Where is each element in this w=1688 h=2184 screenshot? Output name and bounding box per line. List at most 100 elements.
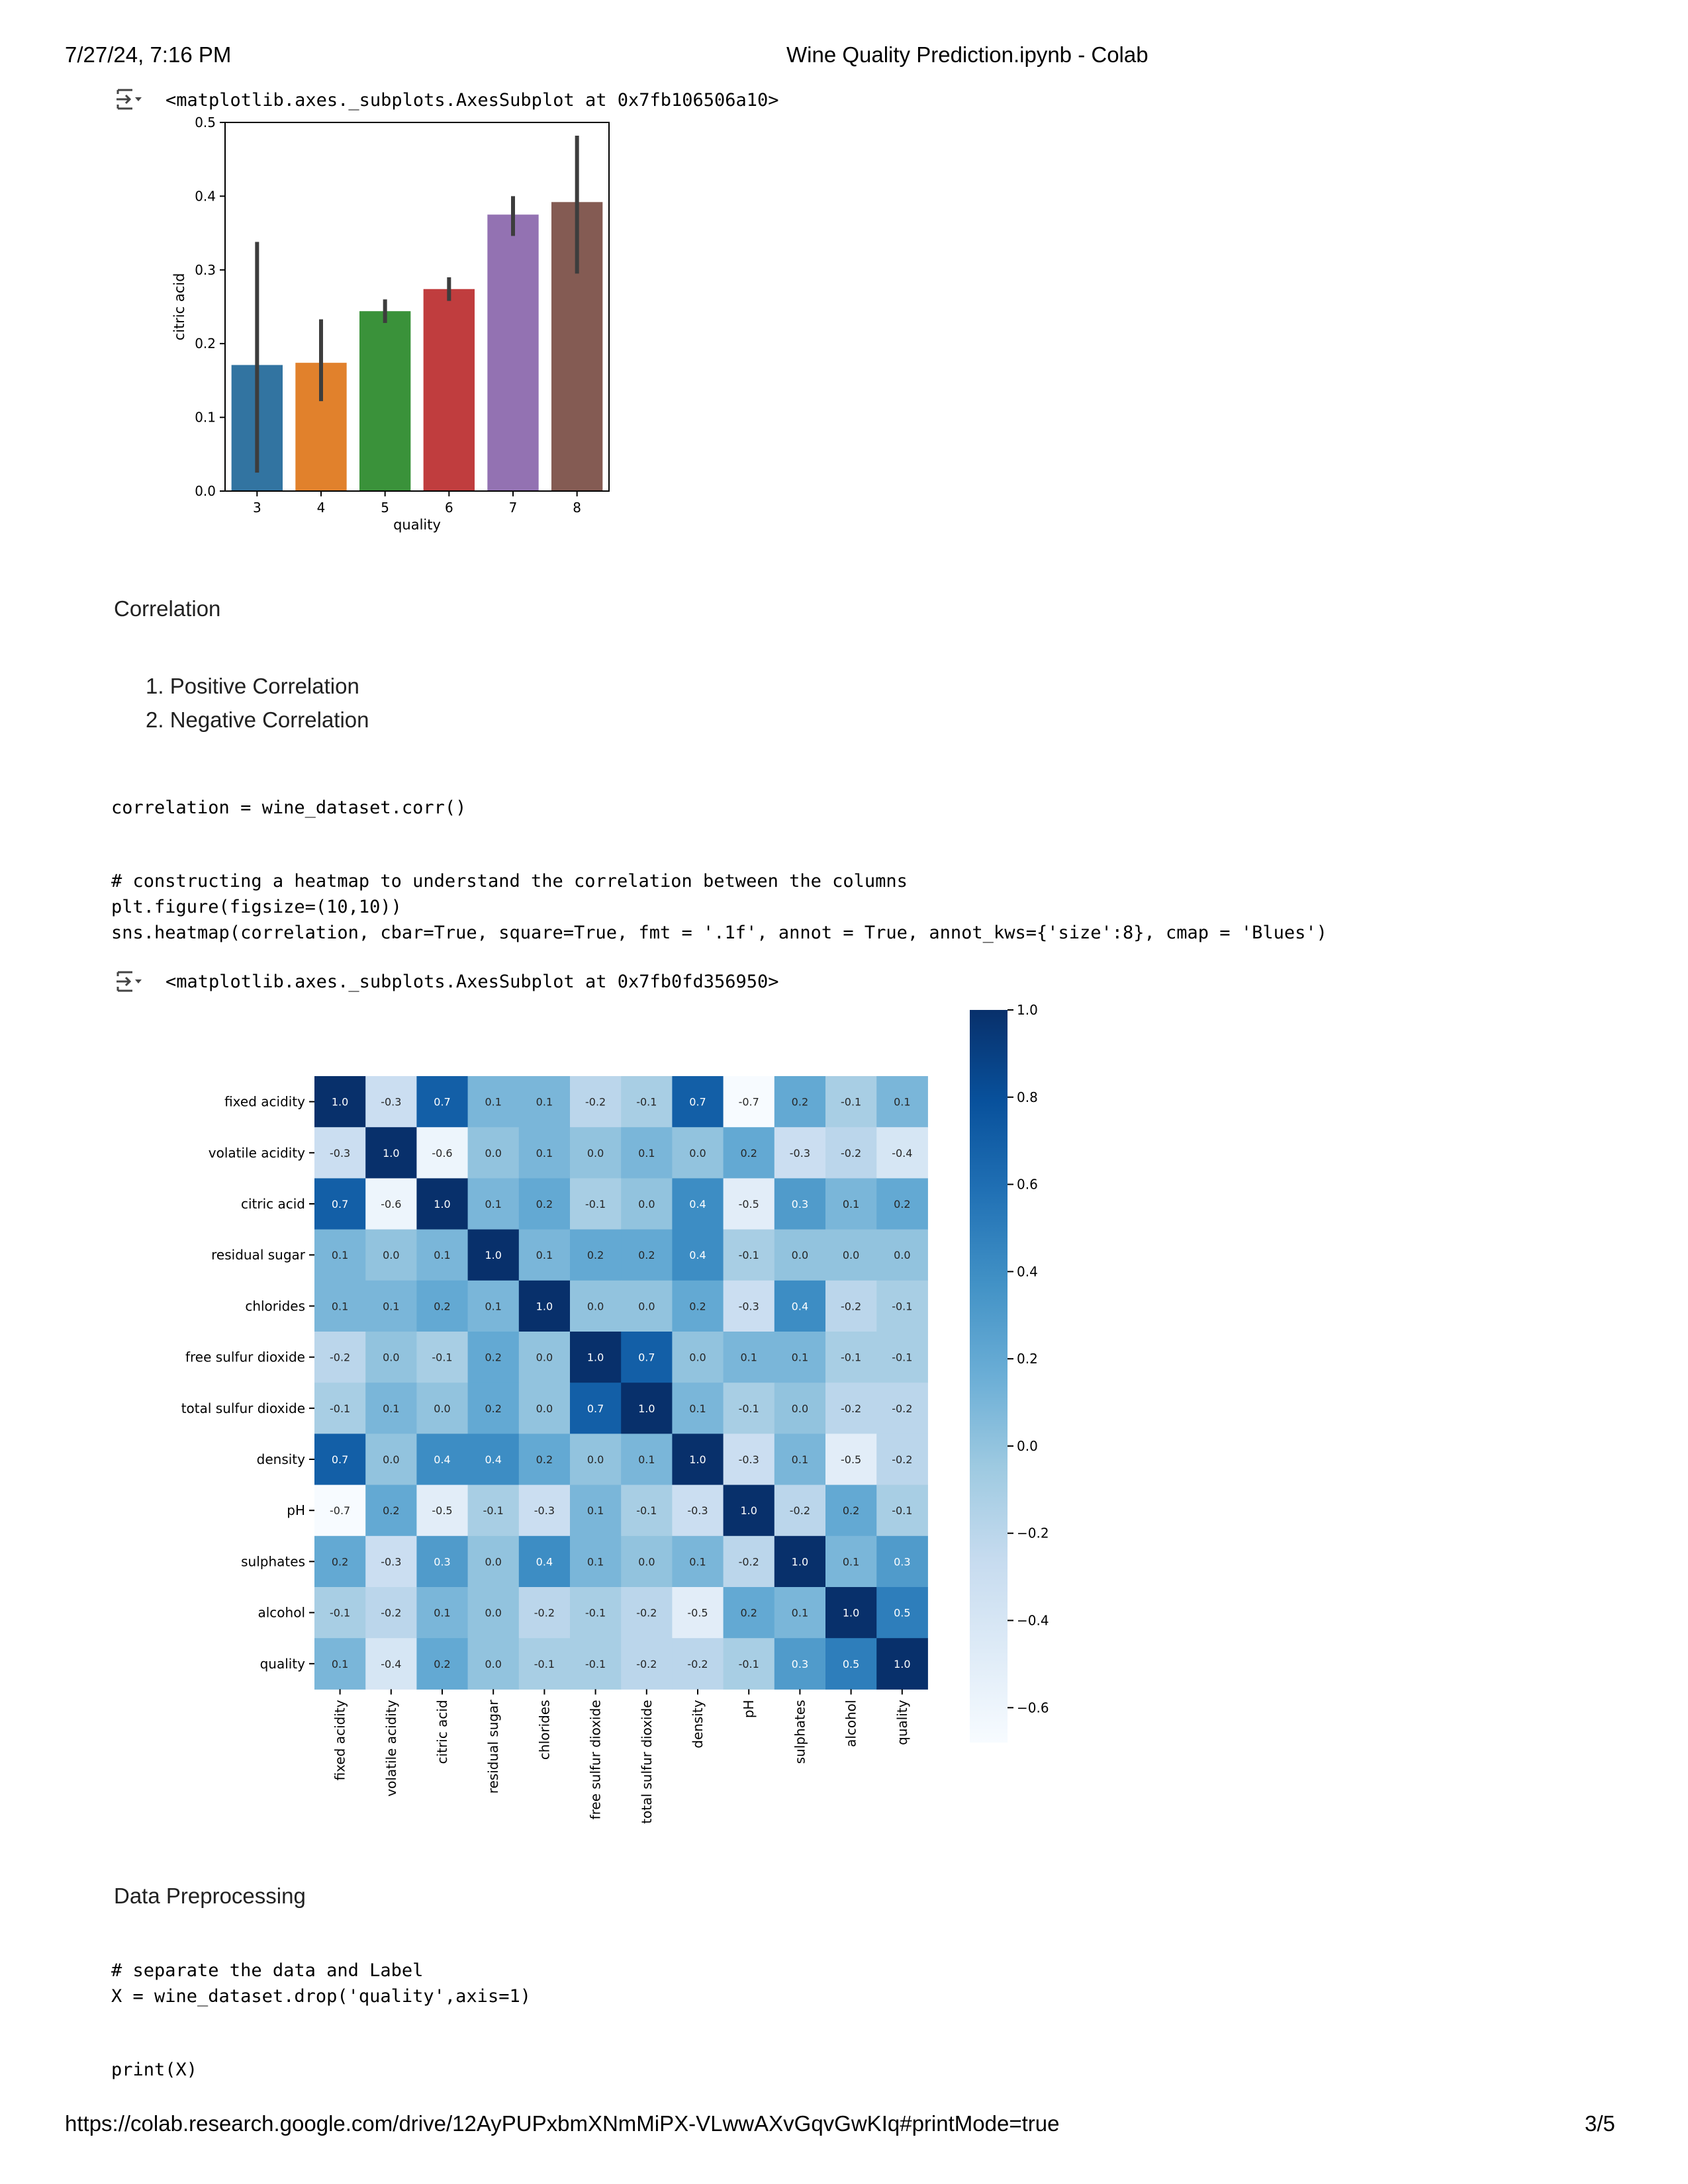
heatmap-cell [621,1638,673,1690]
heatmap-cell [467,1535,520,1588]
heatmap-cell-label: 0.7 [587,1402,604,1415]
heatmap-cell [518,1638,571,1690]
colorbar-tick-label: −0.4 [1017,1613,1049,1629]
heatmap-cell [570,1383,622,1434]
heatmap-cell-label: -0.1 [739,1249,759,1261]
heatmap-cell [365,1332,417,1383]
heatmap-cell [416,1076,469,1128]
code-line: sns.heatmap(correlation, cbar=True, squa… [111,923,1327,943]
heatmap-cell [621,1484,673,1537]
output-toggle-icon[interactable] [115,968,144,995]
code-line: # separate the data and Label [111,1960,424,1981]
heatmap-cell-label: 0.2 [434,1658,450,1670]
output-repr: <matplotlib.axes._subplots.AxesSubplot a… [165,972,779,992]
heatmap-cell-label: 0.3 [434,1555,450,1568]
heatmap-cell [570,1484,622,1537]
heatmap-cell [672,1332,724,1383]
heatmap-cell-label: 0.0 [485,1555,501,1568]
heatmap-cell-label: 0.4 [792,1300,808,1312]
code-cell-correlation[interactable]: correlation = wine_dataset.corr() [111,797,467,818]
output-toggle-icon[interactable] [115,86,144,113]
heatmap-cell [723,1178,775,1230]
heatmap-cell-label: 0.1 [843,1555,859,1568]
x-tick-label: 5 [381,500,389,516]
col-label: free sulfur dioxide [588,1700,604,1819]
heatmap-cell-label: 0.2 [587,1249,604,1261]
col-label: sulphates [792,1700,808,1764]
heatmap-cell-label: 0.0 [638,1300,655,1312]
heatmap-cell-label: -0.1 [330,1402,350,1415]
bar-5 [359,311,411,491]
heatmap-cell [621,1280,673,1332]
heatmap-cell [876,1535,928,1588]
heatmap-cell [518,1484,571,1537]
heatmap-cell-label: 1.0 [332,1096,348,1109]
heatmap-cell [416,1229,469,1281]
heatmap-cell [416,1383,469,1434]
heatmap-cell-label: -0.2 [739,1555,759,1568]
heatmap-cell-label: -0.5 [687,1607,708,1619]
heatmap-cell-label: 1.0 [638,1402,655,1415]
heatmap-cell [825,1587,877,1639]
heatmap-cell-label: -0.2 [636,1607,657,1619]
heatmap-cell [314,1280,366,1332]
heatmap-cell [467,1433,520,1486]
code-cell-print[interactable]: print(X) [111,2060,198,2080]
heatmap-cell [672,1484,724,1537]
heatmap-cell-label: -0.2 [841,1147,861,1160]
x-tick-label: 8 [573,500,581,516]
y-tick-label: 0.5 [195,116,216,130]
row-label: fixed acidity [224,1094,305,1110]
heatmap-cell-label: 0.7 [332,1198,348,1210]
heatmap-cell [518,1587,571,1639]
heatmap-cell-label: 0.2 [792,1096,808,1109]
heatmap-cell [570,1280,622,1332]
heatmap-cell-label: 0.1 [740,1351,757,1364]
heatmap-cell-label: -0.1 [585,1658,606,1670]
heatmap-cell [774,1332,826,1383]
heatmap-cell [723,1535,775,1588]
heatmap-cell-label: -0.3 [534,1504,555,1517]
heatmap-cell-label: 0.1 [332,1300,348,1312]
heatmap-cell [825,1638,877,1690]
heatmap-cell [621,1178,673,1230]
row-label: residual sugar [211,1247,306,1263]
heatmap-cell-label: -0.3 [381,1096,401,1109]
heatmap-cell-label: 0.1 [485,1300,501,1312]
heatmap-cell [467,1383,520,1434]
heatmap-cell [365,1229,417,1281]
heatmap-cell-label: 1.0 [485,1249,501,1261]
heatmap-cell [672,1178,724,1230]
code-cell-heatmap[interactable]: # constructing a heatmap to understand t… [111,868,1327,946]
heatmap-cell-label: 0.1 [332,1658,348,1670]
heatmap-cell-label: 0.0 [536,1402,553,1415]
code-cell-separate-data[interactable]: # separate the data and Label X = wine_d… [111,1958,531,2009]
heatmap-cell [518,1280,571,1332]
heatmap-cell [314,1076,366,1128]
heatmap-cell-label: -0.1 [636,1096,657,1109]
heatmap-cell-label: 0.0 [894,1249,910,1261]
heatmap-cell [723,1433,775,1486]
colorbar-tick-label: −0.6 [1017,1700,1049,1715]
heatmap-cell [621,1229,673,1281]
x-tick-label: 4 [317,500,326,516]
bar-chart: 0.0 0.1 0.2 0.3 0.4 0.5 3 4 5 6 7 8 quality citric ac… [171,116,610,533]
heatmap-cell-label: 0.0 [434,1402,450,1415]
heatmap-cell-label: 0.1 [485,1198,501,1210]
heatmap-cell-label: 0.2 [638,1249,655,1261]
heatmap-cell [467,1280,520,1332]
heatmap-cell-label: 0.1 [587,1504,604,1517]
heatmap-cell-label: -0.1 [432,1351,452,1364]
heatmap-cell-label: -0.2 [841,1402,861,1415]
heatmap-cell-label: 0.0 [383,1249,399,1261]
heatmap-cell [365,1127,417,1179]
heatmap-cell-label: 0.2 [332,1555,348,1568]
heatmap-cell-label: -0.1 [585,1198,606,1210]
heatmap-cell-label: 1.0 [689,1453,706,1466]
heatmap-cell [518,1535,571,1588]
row-label: sulphates [241,1553,305,1569]
heatmap-cell-label: 0.7 [689,1096,706,1109]
plot-frame [224,122,610,492]
heatmap-cell [570,1587,622,1639]
heatmap-cell [723,1587,775,1639]
